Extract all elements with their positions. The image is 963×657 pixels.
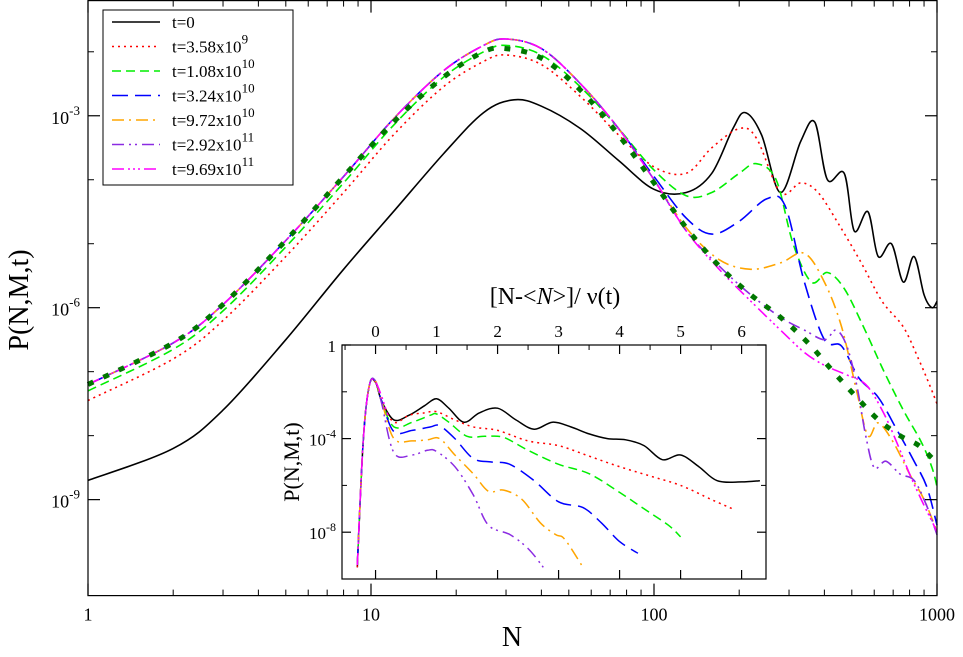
y-tick-label: 10-3 (51, 103, 80, 128)
inset-series-line-t-9-72x10-10 (356, 377, 584, 568)
inset-x-tick-label: 6 (737, 322, 746, 341)
main-y-axis-title: P(N,M,t) (4, 249, 35, 350)
y-tick-label: 10-6 (51, 295, 80, 320)
main-plot-series (86, 38, 938, 536)
inset-plot-frame (341, 344, 767, 580)
inset-y-axis-title: P(N,M,t) (279, 422, 304, 501)
x-tick-label: 100 (641, 605, 668, 625)
main-x-axis-title: N (502, 622, 522, 653)
inset-y-tick-label: 1 (328, 337, 337, 356)
legend: t=0t=3.58x109t=1.08x1010t=3.24x1010t=9.7… (102, 9, 294, 186)
inset-x-tick-label: 1 (432, 322, 441, 341)
y-tick-label: 10-9 (51, 487, 80, 512)
inset-axis-ticks: 0 1 2 3 4 5 6 1 10-4 10-8 (309, 322, 766, 579)
inset-x-tick-label: 3 (554, 322, 563, 341)
legend-label-t-0: t=0 (172, 13, 195, 32)
legend-label-t-1-08x10-10: t=1.08x1010 (172, 56, 255, 81)
inset-y-tick-label: 10-4 (309, 427, 336, 450)
inset-x-tick-label: 5 (676, 322, 685, 341)
legend-label-t-9-72x10-10: t=9.72x1010 (172, 105, 255, 130)
inset-series-line-t-2-92x10-11 (356, 377, 544, 568)
inset-x-tick-label: 0 (371, 322, 380, 341)
legend-label-t-2-92x10-11: t=2.92x1011 (172, 130, 254, 155)
legend-label-t-9-69x10-11: t=9.69x1011 (172, 154, 254, 179)
series-line-t-9-72x10-10 (87, 38, 938, 532)
x-tick-label: 10 (362, 605, 380, 625)
inset-chart: 0 1 2 3 4 5 6 1 10-4 10-8 [N-<N>]/ ν(t) P(N,M,t) (279, 284, 767, 580)
x-tick-label: 1000 (919, 605, 955, 625)
inset-y-tick-label: 10-8 (309, 520, 336, 543)
legend-box (102, 9, 294, 186)
x-tick-label: 1 (84, 605, 93, 625)
series-line-t-3-58x10-9 (87, 54, 938, 405)
inset-x-tick-label: 4 (615, 322, 624, 341)
inset-plot-series (356, 377, 760, 568)
legend-label-t-3-58x10-9: t=3.58x109 (172, 32, 248, 57)
series-line-t-1-08x10-10 (87, 44, 938, 487)
series-line-t-0 (87, 98, 938, 482)
inset-x-tick-label: 2 (493, 322, 502, 341)
legend-items: t=0t=3.58x109t=1.08x1010t=3.24x1010t=9.7… (112, 13, 255, 179)
inset-background (342, 345, 766, 579)
inset-x-axis-title: [N-<N>]/ ν(t) (490, 284, 621, 310)
legend-label-t-3-24x10-10: t=3.24x1010 (172, 81, 255, 106)
main-plot-frame (87, 0, 938, 597)
